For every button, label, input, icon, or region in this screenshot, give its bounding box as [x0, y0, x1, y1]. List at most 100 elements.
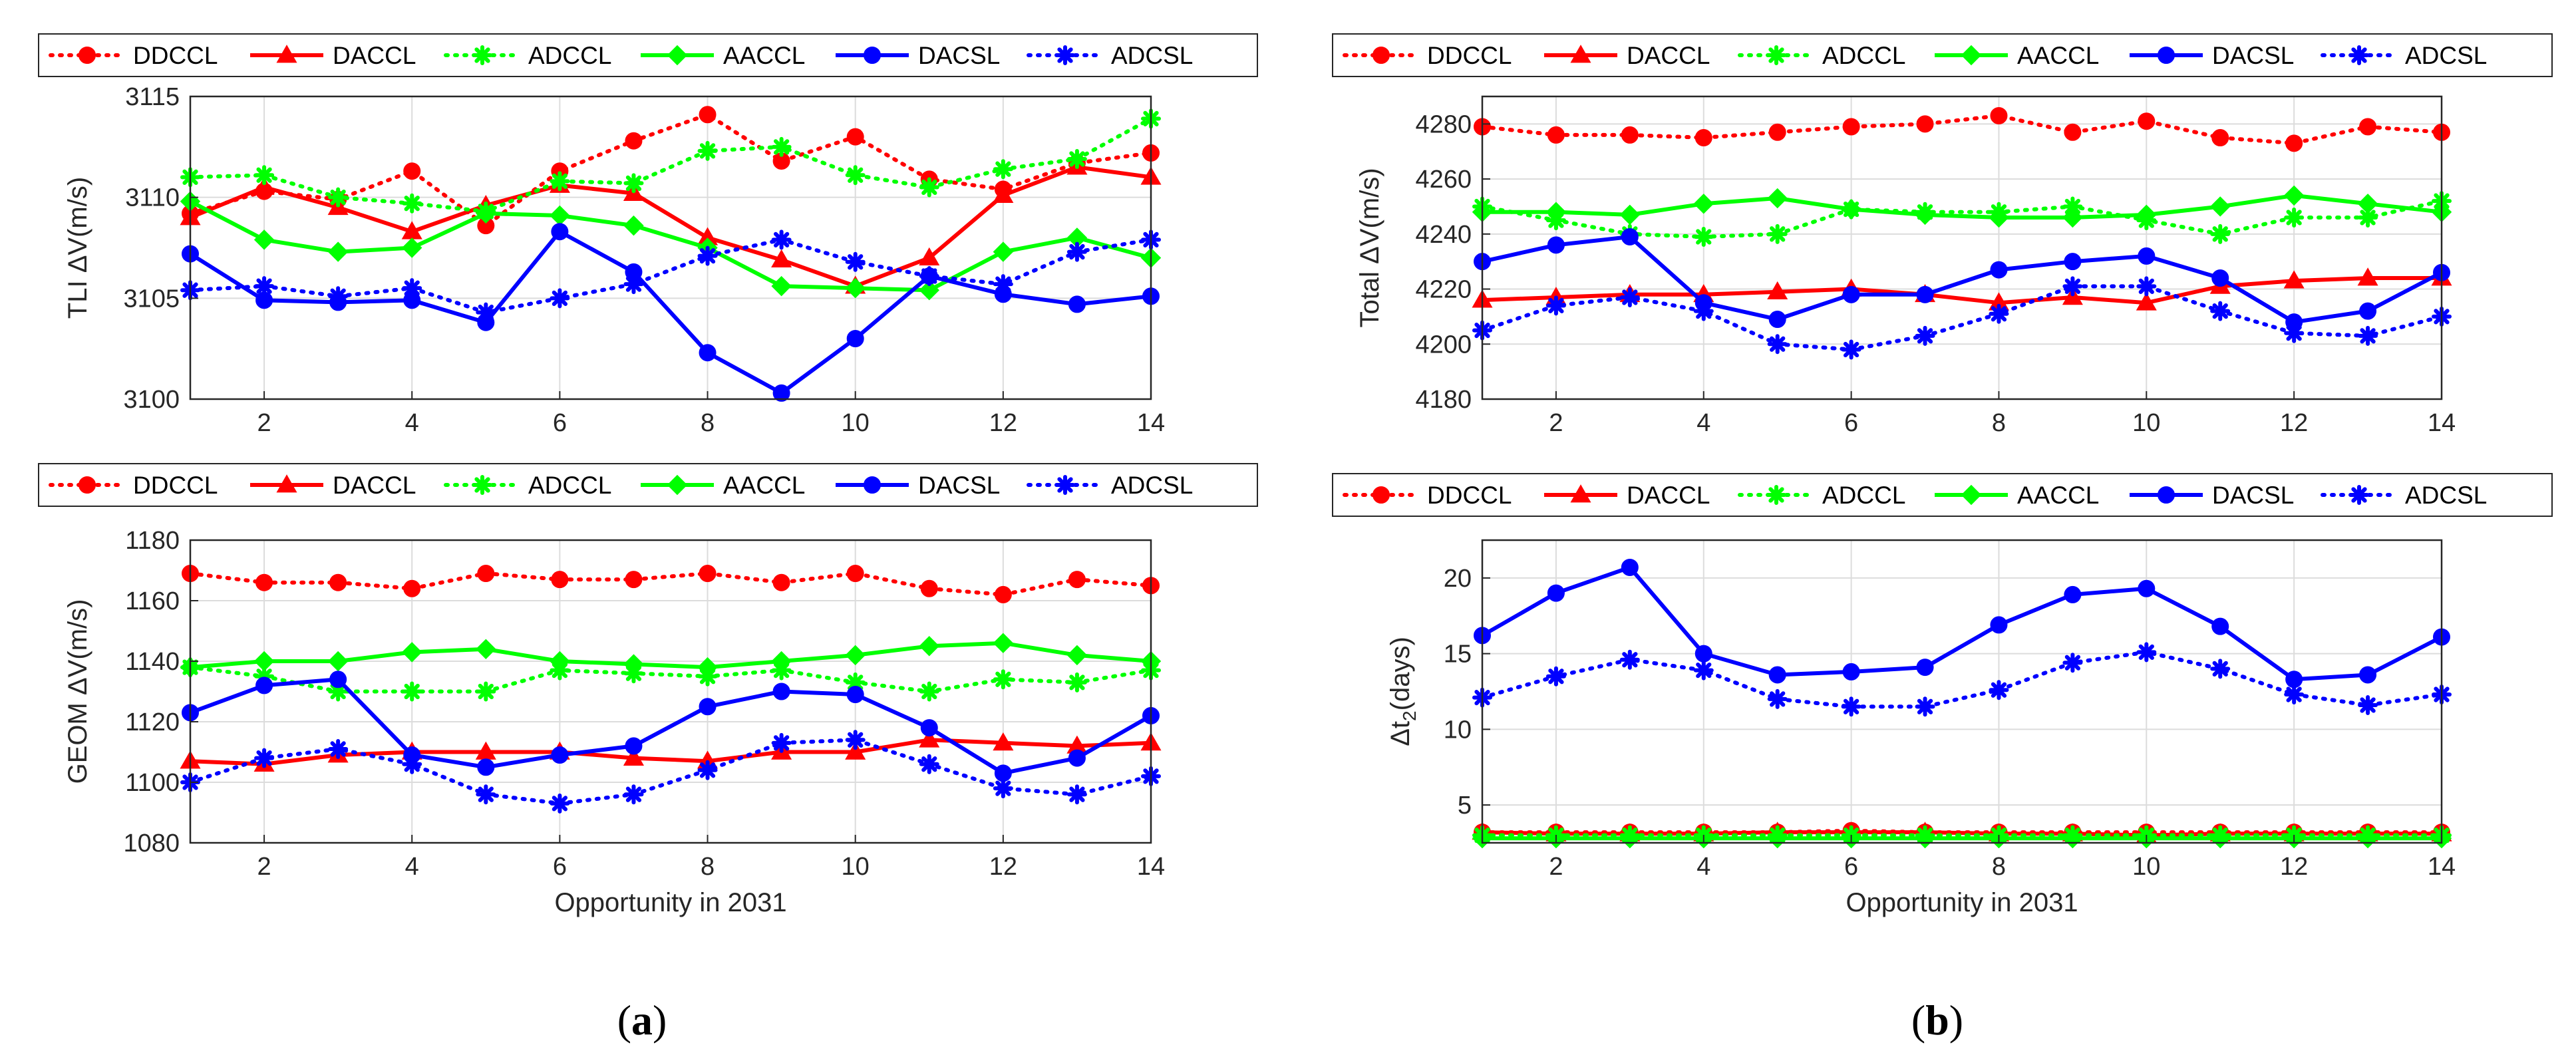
series-line	[188, 112, 1153, 228]
legend-label: DACSL	[2212, 482, 2294, 509]
data-point	[1545, 202, 1567, 222]
data-point	[327, 651, 349, 672]
chart-total: 2 4 6 8 10 12 14 4180 4200 4220 4240 4260 4280 Total …	[1332, 33, 2553, 437]
legend-entry-aaccl: AACCL	[1935, 42, 2099, 69]
data-point	[2283, 185, 2305, 206]
data-point	[2210, 828, 2231, 849]
x-axis-label: Opportunity in 2031	[554, 888, 786, 917]
data-point	[1990, 106, 2008, 124]
data-point	[328, 187, 349, 208]
data-point	[846, 565, 864, 583]
data-point	[1842, 118, 1860, 136]
legend: DDCCL DACCL ADCCL AACCL DACSL ADCSL	[1332, 33, 2553, 77]
legend-marker	[1961, 484, 1982, 506]
y-tick-label: 1180	[125, 527, 180, 555]
data-point	[255, 573, 273, 591]
data-point	[772, 683, 790, 700]
series-line	[1480, 199, 2444, 239]
data-point	[476, 639, 496, 660]
series-dacsl	[1474, 558, 2450, 688]
data-point	[919, 754, 939, 774]
data-point	[1547, 236, 1565, 254]
data-point	[1767, 334, 1788, 355]
legend-entry-adcsl: ADCSL	[1027, 472, 1193, 499]
axes-frame	[1481, 539, 2443, 844]
data-point	[623, 654, 644, 675]
data-point	[253, 229, 275, 250]
data-point	[2359, 666, 2377, 684]
data-point	[1915, 325, 1935, 346]
series-line	[189, 200, 1152, 293]
series-line	[189, 165, 1152, 289]
data-point	[328, 738, 349, 759]
data-point	[2211, 269, 2229, 287]
legend-marker	[1055, 45, 1075, 65]
data-point	[919, 279, 939, 301]
data-point	[1990, 616, 2008, 634]
data-point	[993, 241, 1014, 262]
legend-label: ADCCL	[528, 42, 611, 69]
legend-marker	[1766, 485, 1786, 505]
data-point	[993, 732, 1014, 751]
data-point	[1989, 680, 2009, 700]
series-line	[190, 738, 1152, 766]
data-point	[993, 633, 1014, 653]
legend-label: ADCCL	[1822, 482, 1905, 509]
data-point	[993, 778, 1013, 799]
y-tick-label: 1100	[125, 769, 180, 797]
data-point	[623, 274, 644, 295]
legend-entry-daccl: DACCL	[250, 472, 416, 499]
chart-geom: 2 4 6 8 10 12 14 1080 1100 1120 1140 1160 1180 GEOM Δ…	[38, 463, 1258, 917]
data-point	[1841, 696, 1861, 717]
data-point	[771, 136, 792, 157]
axes-frame	[1481, 95, 2443, 400]
y-tick-label: 5	[1458, 792, 1472, 820]
legend-entry-adcsl: ADCSL	[2321, 42, 2487, 69]
legend-marker	[79, 476, 96, 494]
series-line	[1482, 235, 2443, 325]
x-tick-label: 6	[553, 409, 567, 437]
data-point	[2064, 123, 2082, 141]
series-line	[1481, 565, 2443, 682]
data-point	[1694, 645, 1712, 663]
data-point	[1621, 228, 1639, 245]
data-point	[2357, 267, 2378, 286]
data-point	[1066, 672, 1087, 692]
data-point	[1547, 584, 1565, 602]
legend-label: DDCCL	[1427, 482, 1512, 509]
data-point	[1842, 663, 1860, 681]
legend-marker	[2158, 47, 2175, 64]
data-point	[1768, 666, 1786, 684]
data-point	[697, 140, 718, 161]
y-tick-label: 20	[1444, 565, 1472, 593]
data-point	[1767, 281, 1788, 300]
legend-entry-adccl: ADCCL	[1738, 42, 1905, 69]
x-tick-label: 10	[2132, 853, 2160, 881]
data-point	[2138, 112, 2156, 130]
data-point	[772, 573, 790, 591]
data-point	[919, 681, 939, 702]
x-tick-label: 14	[2428, 409, 2456, 437]
series-aaccl	[1472, 185, 2452, 228]
y-tick-label: 4260	[1415, 166, 1472, 194]
x-tick-label: 4	[1696, 853, 1710, 881]
data-point	[2136, 276, 2157, 297]
data-point	[1693, 194, 1714, 214]
legend-entry-daccl: DACCL	[250, 42, 416, 69]
data-point	[623, 747, 644, 766]
data-point	[2062, 207, 2083, 228]
legend-label: DACCL	[1627, 42, 1710, 69]
legend-label: DACSL	[918, 472, 1000, 499]
legend-label: DDCCL	[133, 42, 218, 69]
data-point	[1066, 645, 1088, 666]
data-point	[993, 669, 1013, 690]
series-line	[1480, 114, 2444, 146]
y-axis-label: TLI ΔV(m/s)	[63, 177, 92, 319]
series-aaccl	[180, 633, 1162, 678]
y-axis-label: Δt2(days)	[1386, 637, 1420, 746]
legend-label: AACCL	[2017, 42, 2099, 69]
x-tick-label: 8	[1992, 409, 2006, 437]
data-point	[993, 159, 1013, 180]
data-point	[2283, 270, 2305, 289]
legend-marker	[864, 476, 881, 494]
